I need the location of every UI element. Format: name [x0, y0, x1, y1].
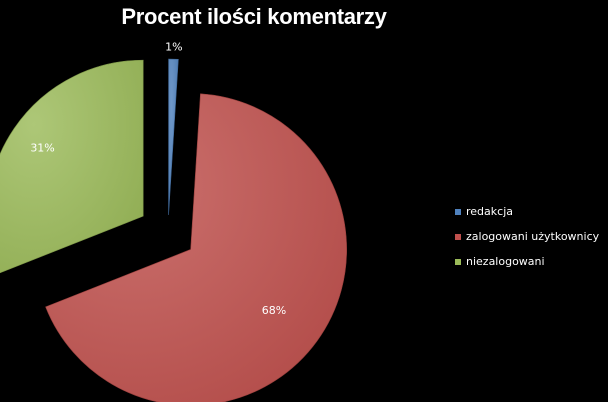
slice-data-label: 68%	[262, 304, 286, 317]
legend-item-zalogowani: zalogowani użytkownicy	[455, 230, 599, 243]
chart-title: Procent ilości komentarzy	[121, 4, 387, 29]
slice-data-label: 1%	[165, 41, 182, 54]
legend-label: redakcja	[466, 205, 513, 218]
legend-swatch	[455, 258, 461, 265]
legend-label: zalogowani użytkownicy	[466, 230, 600, 243]
legend-item-niezalogowani: niezalogowani	[455, 255, 599, 268]
legend-swatch	[455, 208, 461, 215]
legend: redakcja zalogowani użytkownicy niezalog…	[455, 205, 599, 280]
pie-slice-redakcja	[168, 58, 179, 216]
legend-item-redakcja: redakcja	[455, 205, 599, 218]
pie-slice-zalogowani-użytkownicy	[45, 93, 347, 402]
legend-swatch	[455, 233, 461, 240]
legend-label: niezalogowani	[466, 255, 545, 268]
slice-data-label: 31%	[30, 142, 54, 155]
pie-slice-niezalogowani	[0, 59, 144, 274]
